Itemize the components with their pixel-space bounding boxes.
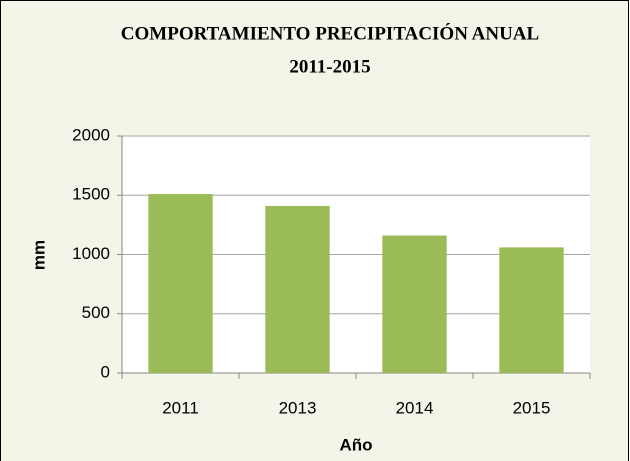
y-tick-label: 0 xyxy=(101,362,110,381)
y-tick-label: 1000 xyxy=(72,244,110,263)
y-axis-title: mm xyxy=(29,240,48,270)
x-tick-label: 2015 xyxy=(513,398,551,417)
y-tick-label: 2000 xyxy=(72,125,110,144)
bar xyxy=(499,247,564,373)
bar xyxy=(148,194,213,373)
x-tick-label: 2011 xyxy=(162,398,199,417)
y-tick-label: 500 xyxy=(82,303,110,322)
chart-subtitle: 2011-2015 xyxy=(289,56,370,77)
y-tick-label: 1500 xyxy=(72,185,110,204)
x-tick-label: 2013 xyxy=(279,398,317,417)
chart-title: COMPORTAMIENTO PRECIPITACIÓN ANUAL xyxy=(121,22,539,44)
x-axis-title: Año xyxy=(339,435,372,454)
x-tick-label: 2014 xyxy=(396,398,434,417)
bar xyxy=(265,205,330,373)
bar xyxy=(382,235,447,373)
